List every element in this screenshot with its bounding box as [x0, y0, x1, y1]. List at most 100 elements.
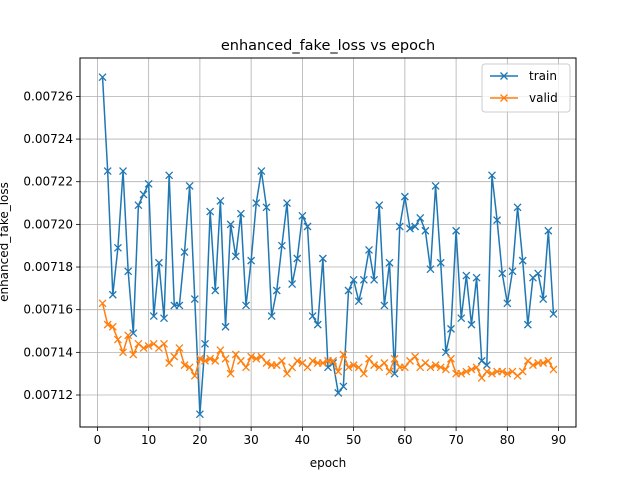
data-point-train — [534, 269, 543, 278]
data-point-valid — [303, 363, 312, 372]
data-point-valid — [144, 341, 153, 350]
data-point-train — [334, 388, 343, 397]
data-point-valid — [467, 365, 476, 374]
data-point-valid — [252, 354, 261, 363]
data-point-valid — [431, 361, 440, 370]
x-tick-label: 70 — [448, 433, 463, 447]
x-tick-label: 90 — [551, 433, 566, 447]
data-point-train — [390, 369, 399, 378]
x-tick-label: 40 — [295, 433, 310, 447]
data-point-train — [452, 226, 461, 235]
data-point-valid — [108, 322, 117, 331]
data-point-train — [354, 297, 363, 306]
data-point-valid — [528, 361, 537, 370]
data-point-train — [447, 324, 455, 333]
data-point-valid — [370, 361, 379, 370]
x-axis-label: epoch — [310, 456, 347, 470]
data-point-train — [195, 410, 204, 419]
data-point-valid — [472, 363, 481, 372]
grid-lines — [80, 58, 576, 427]
data-point-train — [375, 201, 384, 210]
data-point-valid — [283, 369, 291, 378]
data-point-valid — [113, 335, 122, 344]
data-point-train — [175, 301, 184, 310]
data-point-valid — [318, 359, 327, 367]
data-point-valid — [498, 367, 507, 376]
data-point-valid — [457, 369, 466, 378]
data-point-valid — [190, 371, 199, 380]
data-point-train — [144, 179, 153, 188]
data-point-train — [103, 167, 112, 176]
y-tick-label: 0.00714 — [23, 345, 73, 359]
data-point-train — [318, 254, 327, 263]
data-point-valid — [390, 354, 399, 363]
data-point-train — [385, 258, 394, 267]
data-point-train — [411, 222, 420, 231]
data-point-valid — [380, 359, 389, 367]
data-point-valid — [447, 354, 455, 363]
x-tick-label: 30 — [243, 433, 258, 447]
data-point-valid — [165, 359, 174, 367]
data-point-valid — [221, 354, 230, 363]
data-point-train — [503, 299, 512, 308]
data-point-train — [441, 348, 450, 357]
data-point-train — [113, 243, 122, 252]
data-point-valid — [334, 367, 343, 376]
y-tick-label: 0.00722 — [23, 175, 73, 189]
data-point-train — [257, 167, 266, 176]
data-point-train — [242, 301, 250, 310]
data-point-train — [421, 226, 430, 235]
y-tick-label: 0.00712 — [23, 388, 73, 402]
data-point-valid — [206, 354, 215, 363]
data-point-valid — [124, 331, 133, 340]
data-point-valid — [277, 356, 286, 365]
data-point-train — [201, 339, 209, 348]
data-point-valid — [441, 365, 450, 374]
data-point-train — [288, 280, 297, 289]
data-point-train — [436, 258, 445, 267]
legend-marker — [500, 72, 508, 80]
data-point-valid — [518, 367, 527, 376]
x-tick-label: 0 — [94, 433, 102, 447]
data-point-train — [221, 322, 230, 331]
legend: train valid — [481, 63, 571, 113]
data-point-valid — [226, 369, 235, 378]
data-point-valid — [339, 350, 348, 359]
data-point-train — [236, 209, 245, 218]
data-point-train — [518, 256, 527, 265]
data-point-train — [190, 295, 199, 303]
data-point-valid — [349, 361, 358, 370]
data-point-valid — [160, 339, 168, 348]
data-point-train — [508, 267, 517, 276]
data-point-train — [523, 320, 532, 329]
data-point-valid — [242, 363, 250, 372]
data-point-train — [467, 320, 476, 329]
data-point-train — [359, 275, 368, 284]
legend-item-train: train — [490, 69, 557, 83]
data-point-valid — [236, 356, 245, 365]
data-point-valid — [288, 363, 297, 372]
data-point-train — [462, 271, 471, 280]
data-point-train — [165, 171, 174, 180]
data-point-valid — [129, 350, 138, 359]
data-point-train — [549, 309, 558, 318]
data-point-train — [119, 167, 128, 176]
data-point-valid — [426, 363, 435, 372]
x-tick-label: 20 — [192, 433, 207, 447]
data-point-train — [395, 222, 404, 231]
data-point-train — [206, 207, 215, 216]
data-point-train — [129, 329, 138, 338]
data-point-train — [124, 267, 133, 276]
data-point-train — [293, 254, 302, 263]
legend-label: train — [529, 69, 557, 83]
data-point-valid — [180, 361, 189, 370]
data-point-valid — [411, 352, 420, 361]
data-point-valid — [539, 359, 548, 367]
data-point-train — [160, 314, 168, 323]
data-point-train — [416, 214, 425, 222]
series-train — [98, 73, 558, 419]
data-point-train — [406, 224, 414, 233]
data-point-valid — [544, 356, 553, 365]
data-point-train — [370, 275, 379, 284]
